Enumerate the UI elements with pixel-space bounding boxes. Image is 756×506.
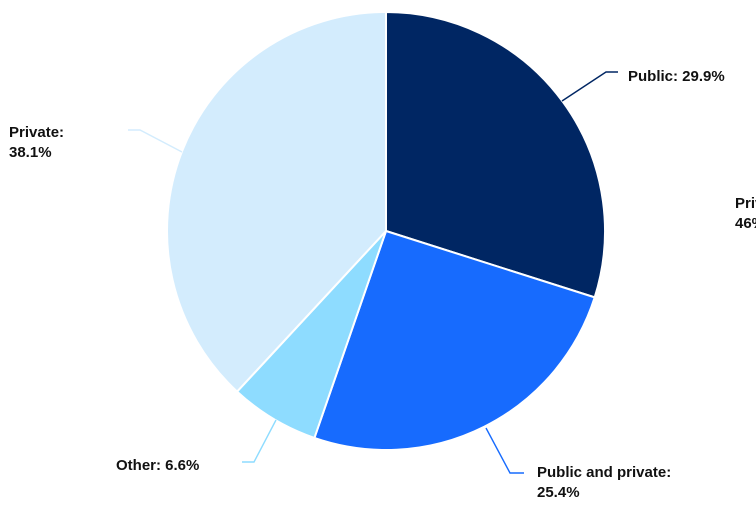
pie-slices: [166, 11, 606, 451]
label-public-and-private: Public and private: 25.4%: [537, 464, 675, 501]
leader-private: [128, 129, 183, 153]
slice-public-and-private: [313, 230, 596, 451]
leader-public-and-private: [485, 427, 524, 474]
label-private-clipped-line2: 46%: [735, 215, 756, 232]
label-private: Private: 38.1%: [9, 124, 68, 161]
label-private-line1: Private:: [9, 124, 64, 141]
label-other: Other: 6.6%: [116, 457, 199, 474]
label-public-line1: Public: 29.9%: [628, 68, 725, 85]
slice-private: [166, 11, 387, 393]
leader-lines: [128, 71, 618, 474]
label-private-clipped-line1: Private:: [735, 195, 756, 212]
label-public-and-private-line2: 25.4%: [537, 484, 580, 501]
slice-public: [385, 11, 606, 299]
label-private-line2: 38.1%: [9, 144, 52, 161]
slice-labels: Public: 29.9% Public and private: 25.4% …: [9, 68, 756, 501]
label-public-and-private-line1: Public and private:: [537, 464, 671, 481]
label-private-clipped: Private: 46%: [735, 195, 756, 232]
leader-other: [242, 419, 277, 463]
leader-public: [561, 71, 618, 102]
label-other-line1: Other: 6.6%: [116, 457, 199, 474]
label-public: Public: 29.9%: [628, 68, 725, 85]
